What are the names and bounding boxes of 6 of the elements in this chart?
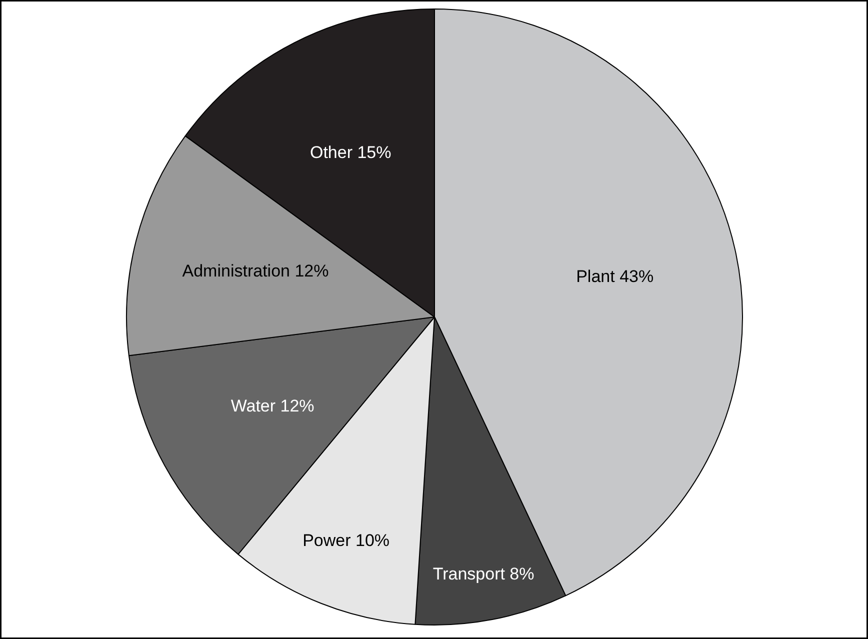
slice-label: Water 12% <box>230 396 314 416</box>
slice-label: Transport 8% <box>432 564 534 584</box>
slice-label: Other 15% <box>310 142 392 162</box>
slice-label: Administration 12% <box>182 262 329 281</box>
slice-label: Plant 43% <box>576 267 654 286</box>
slice-label: Power 10% <box>302 530 390 550</box>
